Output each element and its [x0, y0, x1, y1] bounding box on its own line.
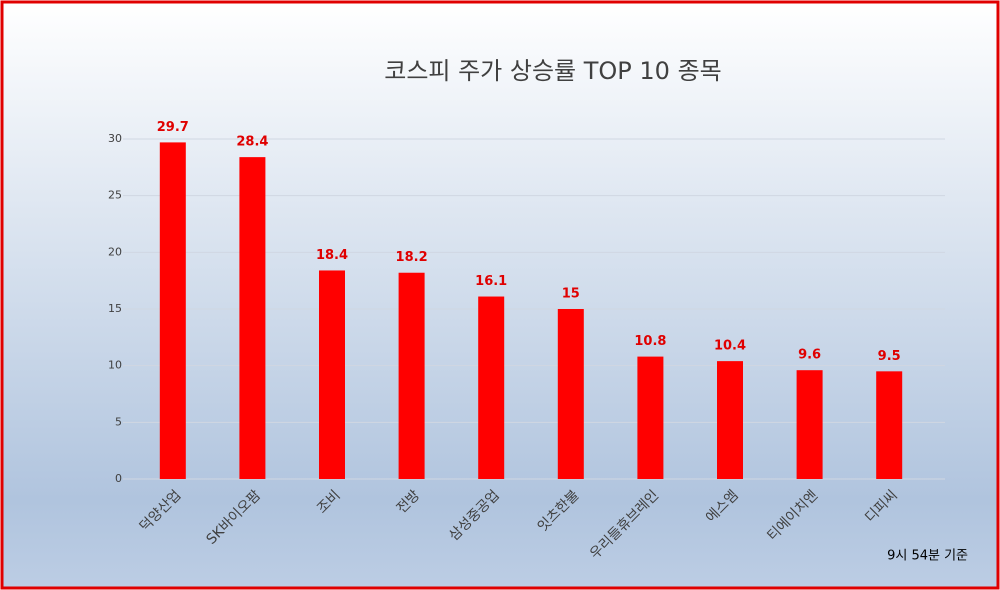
value-label: 18.4 — [316, 248, 348, 263]
value-label: 10.4 — [714, 339, 746, 354]
value-label: 15 — [562, 287, 580, 302]
y-tick-label: 25 — [108, 189, 122, 202]
bar — [637, 356, 664, 479]
y-tick-label: 15 — [108, 302, 122, 315]
annotation: 9시 54분 기준 — [887, 549, 968, 564]
bar — [159, 142, 186, 479]
y-tick-label: 5 — [115, 415, 122, 428]
value-label: 9.5 — [878, 349, 901, 364]
y-tick-label: 20 — [108, 245, 122, 258]
bar — [557, 309, 584, 479]
y-tick-label: 10 — [108, 359, 122, 372]
value-label: 29.7 — [157, 120, 189, 135]
chart-title: 코스피 주가 상승률 TOP 10 종목 — [384, 57, 722, 85]
bar — [478, 296, 505, 479]
bar — [319, 270, 345, 479]
bar — [796, 370, 823, 479]
bar — [239, 157, 266, 479]
y-tick-label: 0 — [115, 472, 122, 485]
y-tick-label: 30 — [108, 132, 122, 145]
value-label: 18.2 — [396, 250, 428, 265]
value-label: 28.4 — [236, 135, 268, 150]
bar — [398, 272, 425, 479]
bar — [876, 371, 903, 479]
bar — [717, 361, 743, 479]
value-label: 9.6 — [798, 348, 821, 363]
value-label: 16.1 — [475, 274, 507, 289]
value-label: 10.8 — [634, 334, 666, 349]
